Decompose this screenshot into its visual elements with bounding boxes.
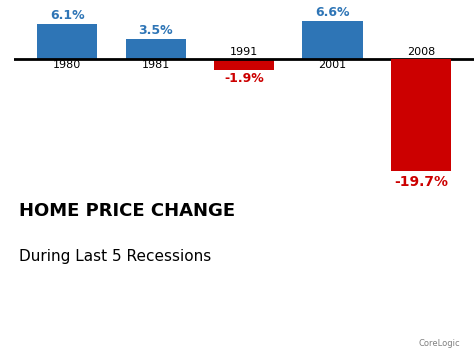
Bar (302, 21, 363, 59)
Text: HOME PRICE CHANGE: HOME PRICE CHANGE (19, 202, 235, 220)
Bar (214, 59, 274, 70)
Text: 1980: 1980 (53, 60, 82, 70)
Bar (126, 39, 186, 59)
Bar (391, 59, 451, 171)
Text: 6.1%: 6.1% (50, 9, 84, 22)
Text: CoreLogic: CoreLogic (418, 339, 460, 348)
Text: 6.6%: 6.6% (315, 6, 350, 20)
Text: -19.7%: -19.7% (394, 175, 448, 189)
Text: 2001: 2001 (319, 60, 346, 70)
Text: 1991: 1991 (230, 47, 258, 57)
Text: 2008: 2008 (407, 47, 435, 57)
Bar (37, 24, 97, 59)
Text: -1.9%: -1.9% (224, 72, 264, 85)
Text: During Last 5 Recessions: During Last 5 Recessions (19, 248, 211, 263)
Text: 1981: 1981 (142, 60, 170, 70)
Text: 3.5%: 3.5% (138, 24, 173, 37)
